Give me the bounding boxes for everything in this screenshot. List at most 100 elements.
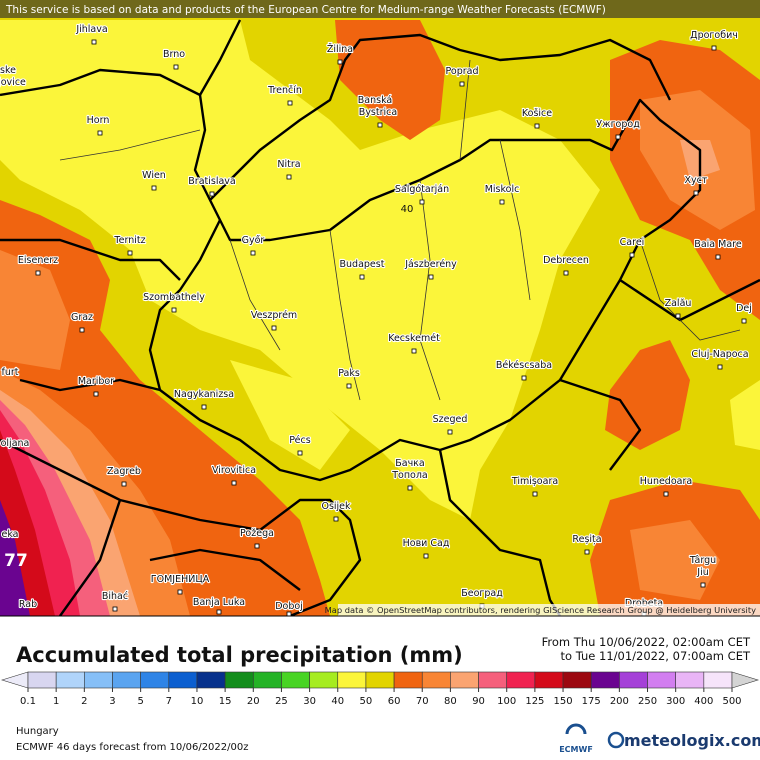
legend-tick-label: 50 [360, 696, 373, 707]
city-label: Baia Mare [694, 239, 742, 250]
legend-swatch [84, 671, 113, 689]
city-label: Нови Сад [403, 538, 450, 549]
legend-tick-label: 200 [610, 696, 629, 707]
city-marker [499, 199, 505, 205]
city-label: Salgótarján [395, 184, 449, 195]
city-label: Zalău [665, 298, 692, 309]
legend-tick-label: 250 [638, 696, 657, 707]
city-marker [286, 611, 292, 616]
source-notice: This service is based on data and produc… [5, 4, 606, 16]
city-label: Paks [338, 368, 360, 379]
legend-tick-label: 150 [553, 696, 572, 707]
city-marker [615, 134, 621, 140]
city-marker [675, 313, 681, 319]
city-marker [337, 59, 343, 65]
legend-tick-label: 90 [472, 696, 485, 707]
city-marker [171, 307, 177, 313]
city-label: Doboj [275, 601, 303, 612]
city-label: Budapest [340, 259, 385, 270]
legend-swatch [647, 671, 676, 689]
city-marker [127, 250, 133, 256]
legend-tick-label: 1 [53, 696, 59, 707]
legend-swatch [506, 671, 536, 689]
city-label: Poprad [446, 66, 479, 77]
legend-tick-label: 5 [137, 696, 143, 707]
city-marker [112, 606, 118, 612]
city-label: Топола [391, 470, 428, 481]
city-label: Kecskemét [388, 333, 440, 344]
city-marker [231, 480, 237, 486]
legend-tick-label: 10 [191, 696, 204, 707]
city-marker [216, 609, 222, 615]
city-marker [91, 39, 97, 45]
city-marker [629, 252, 635, 258]
title: Accumulated total precipitation (mm) [16, 643, 463, 667]
city-marker [563, 270, 569, 276]
city-label: Banská [358, 95, 392, 106]
city-label: Dej [736, 303, 752, 314]
city-marker [715, 254, 721, 260]
city-label: Bratislava [188, 176, 235, 187]
city-marker [741, 318, 747, 324]
city-label: eka [1, 529, 18, 540]
legend-swatch [619, 671, 648, 689]
period-to: to Tue 11/01/2022, 07:00am CET [561, 649, 751, 663]
city-label: Cluj-Napoca [691, 349, 748, 360]
map: Jihlava Brno Žilina Poprad Дрогобич skejovice… [0, 0, 760, 616]
legend-swatch [281, 671, 310, 689]
city-marker [346, 383, 352, 389]
legend-swatch [140, 671, 170, 689]
city-marker [177, 589, 183, 595]
legend-swatch [478, 671, 508, 689]
legend-tick-label: 175 [582, 696, 601, 707]
legend-swatch [224, 671, 254, 689]
city-marker [250, 250, 256, 256]
city-marker [423, 553, 429, 559]
contour-label: 77 [4, 551, 28, 571]
city-label: ГОМЈЕНИЦА [151, 574, 210, 585]
city-label: Győr [242, 235, 265, 246]
legend-tick-label: 2 [81, 696, 87, 707]
legend-tick-label: 30 [303, 696, 316, 707]
legend-swatch [168, 671, 198, 689]
city-label: Brno [163, 49, 185, 60]
city-label: Szeged [433, 414, 468, 425]
city-label: Košice [522, 108, 552, 119]
city-label: Хуст [685, 175, 708, 186]
city-label: Horn [87, 115, 110, 126]
legend-swatch [55, 671, 85, 689]
city-marker [79, 327, 85, 333]
city-label: Békéscsaba [496, 360, 552, 371]
city-marker [411, 348, 417, 354]
city-marker [121, 481, 127, 487]
city-marker [173, 64, 179, 70]
city-label: Târgu [689, 555, 716, 566]
city-marker [377, 122, 383, 128]
legend-swatch [196, 671, 226, 689]
city-label: Hunedoara [640, 476, 692, 487]
city-marker [297, 450, 303, 456]
city-label: Rab [19, 599, 37, 610]
city-label: Maribor [78, 376, 114, 387]
city-label: Szombathely [143, 292, 205, 303]
city-label: Jiu [696, 567, 708, 578]
city-label: Timișoara [511, 476, 558, 487]
legend-tick-label: 3 [109, 696, 115, 707]
legend-swatch [675, 671, 705, 689]
city-label: Nitra [277, 159, 300, 170]
city-label: Bystrica [359, 107, 397, 118]
city-label: Debrecen [543, 255, 589, 266]
legend-swatch [393, 671, 423, 689]
legend-tick-label: 300 [666, 696, 685, 707]
city-marker [693, 190, 699, 196]
city-label: Pécs [289, 435, 310, 446]
city-label: Jászberény [404, 259, 457, 270]
city-marker [209, 191, 215, 197]
ecmwf-label: ECMWF [559, 745, 593, 754]
legend-swatch [252, 671, 282, 689]
legend-arrow-high [731, 671, 760, 689]
city-marker [700, 582, 706, 588]
city-label: Wien [142, 170, 166, 181]
city-marker [286, 174, 292, 180]
city-label: Jihlava [75, 24, 107, 35]
